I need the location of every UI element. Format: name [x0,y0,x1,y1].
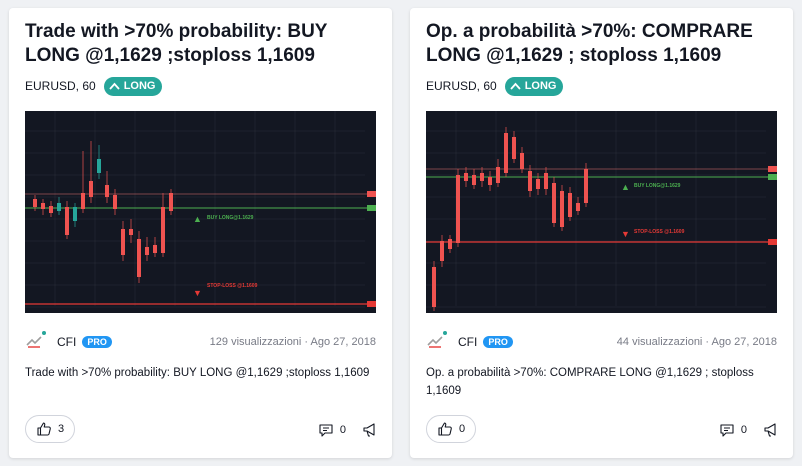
candle-body [568,193,572,217]
direction-badge: LONG [504,76,564,96]
share-button[interactable] [763,422,779,443]
candle-body [480,173,484,181]
buy-arrow-icon: ▲ [193,214,202,224]
idea-card[interactable]: Op. a probabilità >70%: COMPRARE LONG @1… [410,8,793,458]
candlestick-chart: ▲ BUY LONG@1.1629 ▼ STOP-LOSS @1.1609 [25,111,376,308]
stop-label: STOP-LOSS @1.1609 [207,283,258,289]
megaphone-icon [764,423,776,437]
idea-title[interactable]: Trade with >70% probability: BUY LONG @1… [25,21,328,66]
stop-arrow-icon: ▼ [193,288,202,298]
candle-body [121,229,125,255]
candle-body [169,193,173,211]
candle-body [145,247,149,255]
candle-body [560,191,564,227]
candle-body [65,207,69,235]
author-name[interactable]: CFI [458,335,478,349]
online-indicator [443,331,447,335]
idea-description: Trade with >70% probability: BUY LONG @1… [25,367,370,379]
candle-body [440,241,444,261]
candle-body [584,169,588,203]
like-count: 0 [458,423,466,435]
author-name[interactable]: CFI [57,335,77,349]
symbol-label[interactable]: EURUSD, 60 [426,79,497,93]
comment-icon [319,424,333,437]
direction-label: LONG [524,80,557,92]
chevron-up-icon [109,82,120,90]
candle-body [105,185,109,197]
candle-body [161,207,165,253]
direction-badge: LONG [103,76,163,96]
idea-meta: EURUSD, 60 LONG [426,76,564,96]
comment-count: 0 [339,424,346,436]
candle-body [512,137,516,159]
direction-label: LONG [123,80,156,92]
pro-badge: PRO [483,336,513,348]
like-button[interactable]: 3 [25,415,75,443]
online-indicator [42,331,46,335]
buy-label: BUY LONG@1.1629 [207,215,254,221]
author-logo-icon [26,336,42,348]
candlestick-chart: ▲ BUY LONG@1.1629 ▼ STOP-LOSS @1.1609 [426,111,777,311]
author-row: CFI PRO 44 visualizzazioni · Ago 27, 201… [426,331,777,352]
idea-stats: 44 visualizzazioni · Ago 27, 2018 [616,336,777,348]
avatar[interactable] [25,331,46,351]
idea-description: Op. a probabilità >70%: COMPRARE LONG @1… [426,367,754,397]
candle-body [544,173,548,189]
share-button[interactable] [362,422,378,443]
idea-title[interactable]: Op. a probabilità >70%: COMPRARE LONG @1… [426,21,753,66]
like-count: 3 [57,423,65,435]
idea-card[interactable]: Trade with >70% probability: BUY LONG @1… [9,8,392,458]
megaphone-icon [363,423,375,437]
stop-label: STOP-LOSS @1.1609 [634,229,685,235]
chart-snapshot[interactable]: ▲ BUY LONG@1.1629 ▼ STOP-LOSS @1.1609 [25,111,376,313]
candle-body [520,153,524,169]
candle-body [528,171,532,191]
candle-body [153,245,157,253]
buy-arrow-icon: ▲ [621,182,630,192]
candle-body [464,173,468,181]
candle-body [49,206,53,213]
idea-stats: 129 visualizzazioni · Ago 27, 2018 [209,336,376,348]
author-logo-icon [427,336,443,348]
candle-body [496,167,500,183]
candle-body [472,175,476,185]
candle-body [137,239,141,277]
buy-label: BUY LONG@1.1629 [634,183,681,189]
like-button[interactable]: 0 [426,415,476,443]
thumbs-up-icon [37,422,51,436]
avatar[interactable] [426,331,447,351]
symbol-label[interactable]: EURUSD, 60 [25,79,96,93]
candle-body [456,175,460,243]
comment-count: 0 [740,424,747,436]
candle-body [57,203,61,211]
candle-body [113,195,117,209]
comments-button[interactable]: 0 [318,422,346,438]
stop-arrow-icon: ▼ [621,229,630,239]
chevron-up-icon [510,82,521,90]
idea-meta: EURUSD, 60 LONG [25,76,163,96]
author-row: CFI PRO 129 visualizzazioni · Ago 27, 20… [25,331,376,352]
candle-body [41,203,45,209]
comments-button[interactable]: 0 [719,422,747,438]
thumbs-up-icon [438,422,452,436]
candle-body [448,239,452,249]
candle-body [536,179,540,189]
candle-body [89,181,93,197]
candle-body [552,183,556,223]
chart-snapshot[interactable]: ▲ BUY LONG@1.1629 ▼ STOP-LOSS @1.1609 [426,111,777,313]
candle-body [504,133,508,173]
candle-body [432,267,436,307]
pro-badge: PRO [82,336,112,348]
comment-icon [720,424,734,437]
candle-body [33,199,37,207]
candle-body [81,193,85,209]
candle-body [73,207,77,221]
candle-body [576,203,580,211]
candle-body [488,177,492,185]
candle-body [97,159,101,173]
candle-body [129,229,133,235]
